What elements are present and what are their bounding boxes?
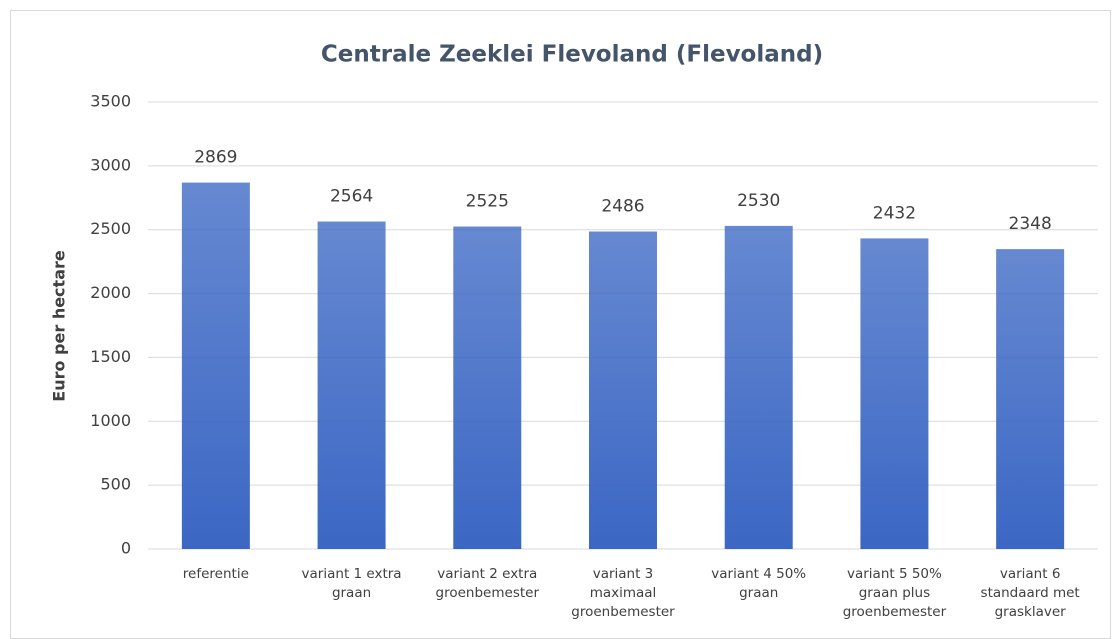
value-label: 2564	[330, 187, 373, 207]
y-tick-label: 500	[100, 475, 131, 494]
bar	[589, 231, 657, 549]
x-tick-label: referentie	[182, 566, 249, 582]
x-tick-label: variant 6 standaard met grasklaver	[980, 566, 1080, 620]
x-tick-label: variant 5 50% graan plus groenbemester	[842, 566, 947, 620]
x-tick-label: variant 3 maximaal groenbemester	[571, 566, 675, 620]
y-tick-label: 3500	[90, 92, 131, 111]
value-label: 2530	[737, 191, 780, 211]
y-tick-label: 0	[121, 539, 131, 558]
x-tick-label: variant 4 50% graan	[711, 566, 807, 601]
value-label: 2432	[873, 203, 916, 223]
bar	[181, 182, 250, 549]
value-label: 2486	[601, 197, 644, 217]
x-tick-label: variant 2 extra groenbemester	[435, 566, 540, 601]
value-label: 2525	[466, 192, 509, 212]
bar	[453, 226, 522, 549]
y-axis-label: Euro per hectare	[50, 250, 69, 402]
y-tick-label: 2500	[90, 219, 131, 238]
value-label: 2348	[1009, 214, 1052, 234]
y-tick-label: 1500	[90, 347, 131, 366]
y-tick-label: 2000	[90, 283, 131, 302]
bar	[996, 249, 1065, 549]
chart-title: Centrale Zeeklei Flevoland (Flevoland)	[321, 42, 823, 68]
bar	[317, 221, 386, 549]
y-tick-label: 3000	[90, 155, 131, 174]
y-tick-label: 1000	[90, 411, 131, 430]
bar	[724, 225, 793, 549]
chart-border	[10, 10, 1111, 639]
bar	[860, 238, 929, 549]
value-label: 2869	[194, 148, 237, 168]
x-tick-label: variant 1 extra graan	[301, 566, 402, 601]
